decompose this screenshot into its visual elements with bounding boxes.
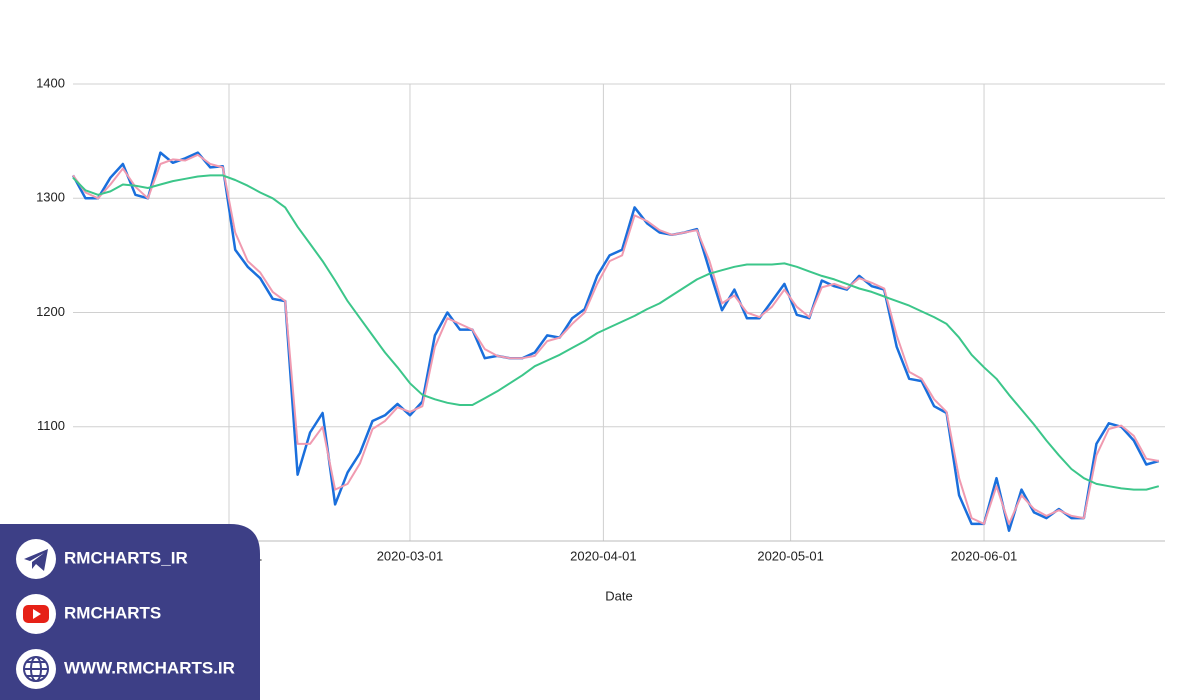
watermark-panel <box>0 524 260 700</box>
x-tick-label: 2020-06-01 <box>951 548 1018 563</box>
telegram-glyph <box>24 549 48 571</box>
series-line <box>71 151 1160 532</box>
telegram-handle: RMCHARTS_IR <box>64 548 188 567</box>
globe-glyph <box>23 656 49 682</box>
youtube-handle: RMCHARTS <box>64 603 161 622</box>
x-tick-label: 2020-05-01 <box>757 548 824 563</box>
youtube-play <box>33 609 41 619</box>
series-line <box>72 153 1159 525</box>
x-axis-label: Date <box>605 588 632 603</box>
y-tick-label: 1200 <box>36 304 65 319</box>
y-tick-label: 1400 <box>36 75 65 90</box>
website: WWW.RMCHARTS.IR <box>64 658 235 677</box>
watermark: RMCHARTS_IR RMCHARTS WWW.RMCHARTS.IR <box>0 524 260 700</box>
x-tick-label: 2020-04-01 <box>570 548 637 563</box>
y-tick-label: 1100 <box>37 418 65 433</box>
y-tick-label: 1300 <box>36 190 65 205</box>
series-line <box>72 174 1160 491</box>
x-tick-label: 2020-03-01 <box>377 548 444 563</box>
plot-area: 100011001200130014002020-02-012020-03-01… <box>36 75 1165 563</box>
